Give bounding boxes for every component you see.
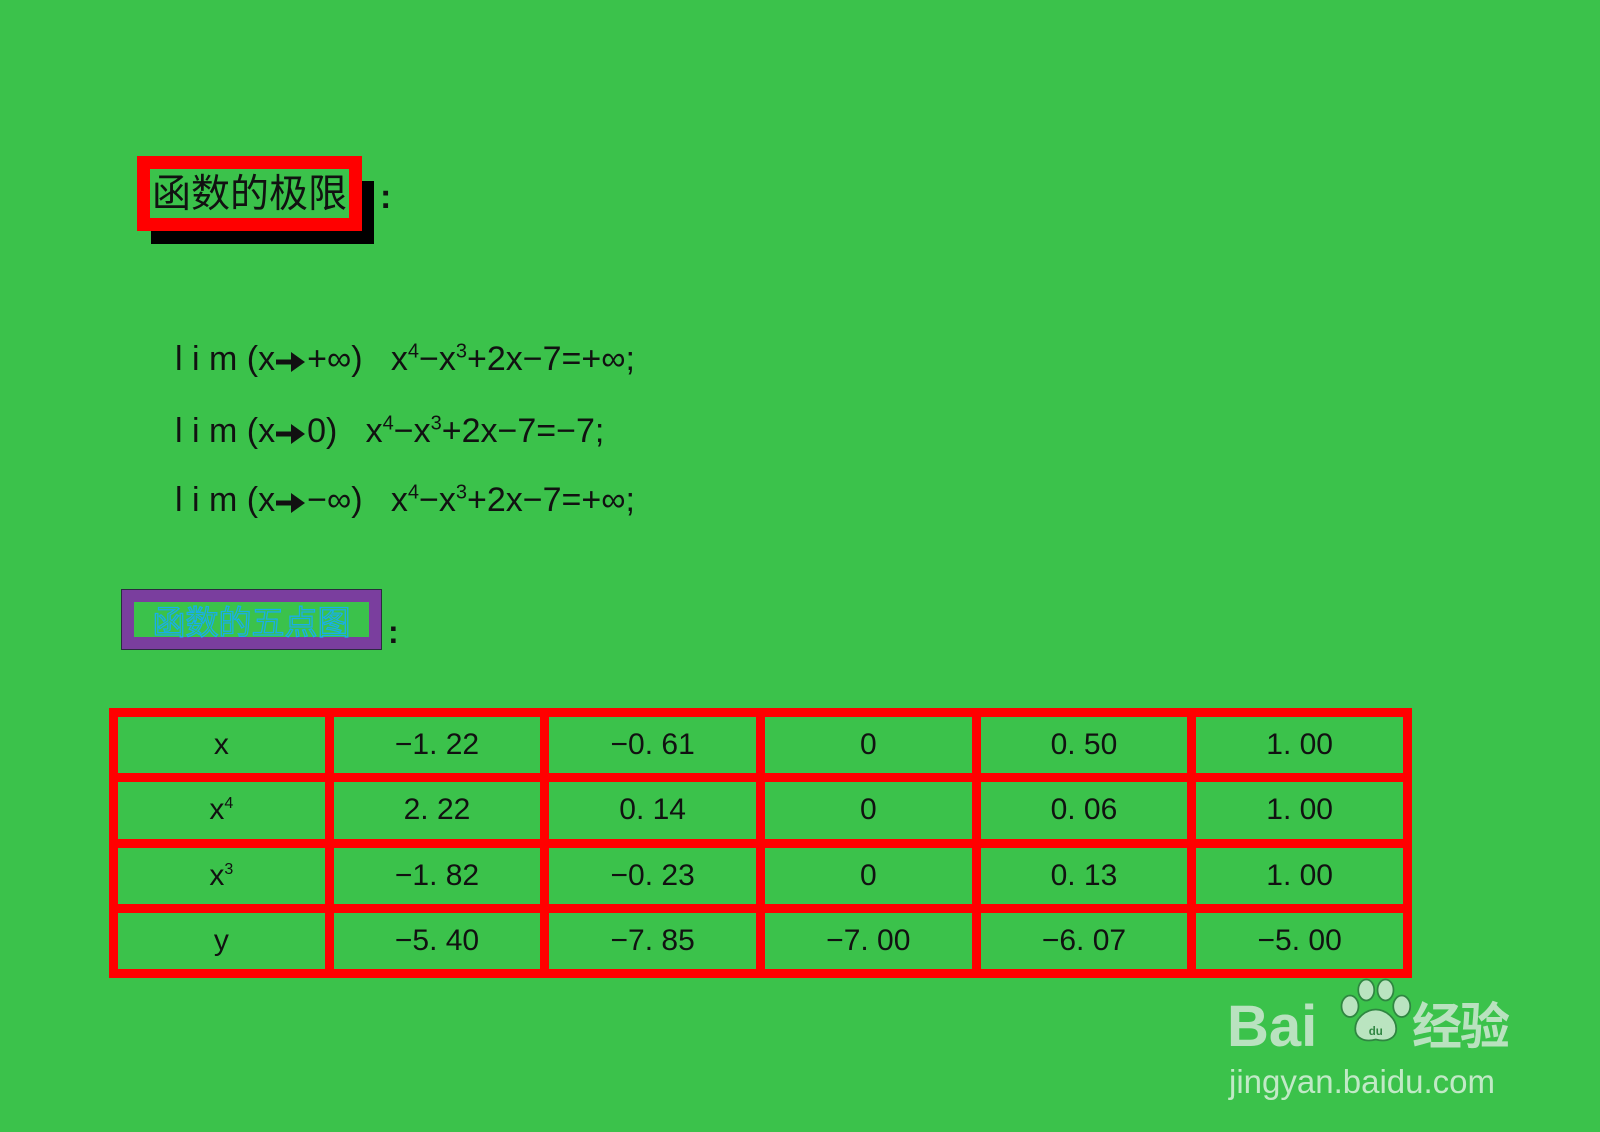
svg-text:du: du <box>1369 1026 1383 1038</box>
